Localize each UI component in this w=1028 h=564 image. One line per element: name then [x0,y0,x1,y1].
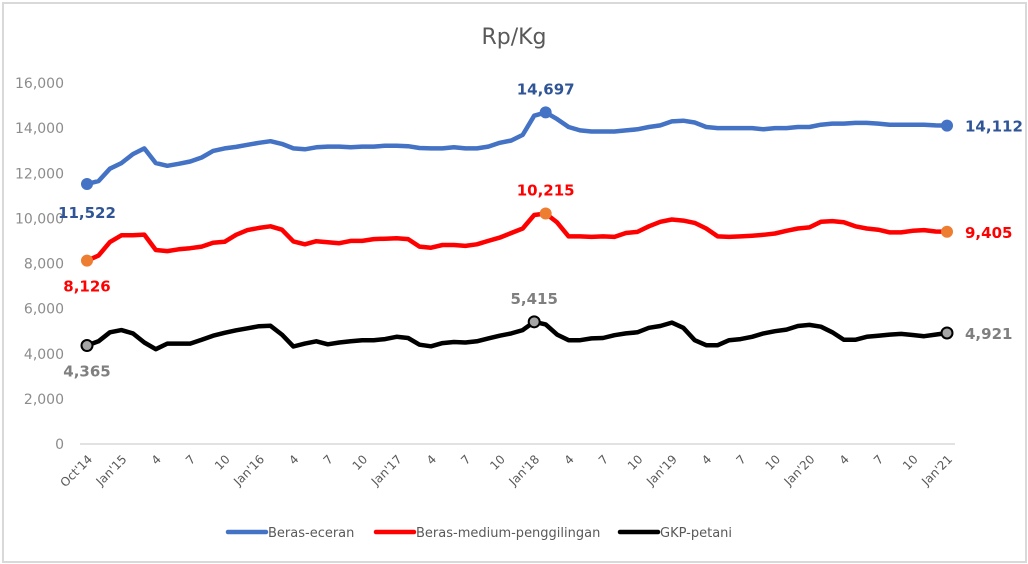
y-tick-label: 4,000 [24,347,64,363]
y-tick-label: 6,000 [24,302,64,318]
x-tick-label: Jan'20 [781,452,818,489]
x-tick-label: 7 [458,452,473,467]
x-tick-label: 10 [212,452,233,473]
x-tick-label: 10 [487,452,508,473]
x-tick-label: 10 [762,452,783,473]
chart-title: Rp/Kg [481,25,546,50]
y-tick-label: 12,000 [15,166,64,182]
series-line-gkp-petani [84,319,950,352]
x-tick-label: Jan'18 [505,452,542,489]
legend-label: Beras-eceran [268,526,354,541]
data-label: 4,921 [965,325,1012,343]
data-label: 14,697 [517,80,575,98]
data-point-marker [941,119,953,132]
data-point-marker [80,339,94,353]
series-line-beras-eceran [84,110,950,187]
data-labels: 11,522 14,697 14,112 8,126 10,215 9,405 4,365 5… [58,80,1023,380]
x-tick-label: 4 [699,452,714,467]
y-axis: 0 2,000 4,000 6,000 8,000 10,000 12,000 14,000 1… [15,76,64,453]
y-tick-label: 8,000 [24,257,64,273]
y-tick-label: 14,000 [15,121,64,137]
data-label: 14,112 [965,118,1023,136]
data-point-marker [539,207,552,220]
x-tick-label: 4 [837,452,852,467]
data-point-marker [81,178,93,191]
data-label: 10,215 [517,182,575,200]
legend: Beras-eceran Beras-medium-penggilingan GKP… [225,526,732,541]
legend-item: GKP-petani [617,526,732,541]
series-lines [80,106,954,353]
data-label: 9,405 [965,224,1012,242]
x-tick-label: 10 [625,452,646,473]
x-tick-label: Jan'19 [643,452,680,489]
x-tick-label: 7 [871,452,886,467]
data-point-marker [941,225,953,238]
series-line-beras-medium-penggilingan [84,211,950,263]
x-tick-label: 7 [733,452,748,467]
x-tick-label: 4 [286,452,301,467]
x-tick-label: 10 [350,452,371,473]
x-tick-label: Jan'15 [93,452,130,489]
data-label: 11,522 [58,204,116,222]
x-tick-label: 4 [424,452,439,467]
data-label: 8,126 [63,278,110,296]
x-tick-label: Oct'14 [57,452,95,490]
x-tick-label: 4 [561,452,576,467]
legend-item: Beras-medium-penggilingan [373,526,600,541]
x-tick-label: Jan'21 [918,452,955,489]
x-tick-label: Jan'16 [230,452,267,489]
x-tick-label: 4 [149,452,164,467]
x-tick-label: 7 [183,452,198,467]
y-tick-label: 16,000 [15,76,64,92]
y-tick-label: 0 [55,437,64,453]
data-label: 5,415 [510,290,557,308]
data-point-marker [539,106,552,119]
data-label: 4,365 [63,363,110,381]
legend-item: Beras-eceran [225,526,354,541]
x-tick-label: Jan'17 [368,452,405,489]
y-tick-label: 10,000 [15,211,64,227]
x-tick-label: 7 [596,452,611,467]
x-tick-label: 7 [321,452,336,467]
x-tick-label: 10 [900,452,921,473]
data-point-marker [527,315,541,329]
legend-label: Beras-medium-penggilingan [416,526,600,541]
data-point-marker [81,254,93,267]
data-point-marker [940,326,954,340]
y-tick-label: 2,000 [24,392,64,408]
legend-label: GKP-petani [660,526,732,541]
